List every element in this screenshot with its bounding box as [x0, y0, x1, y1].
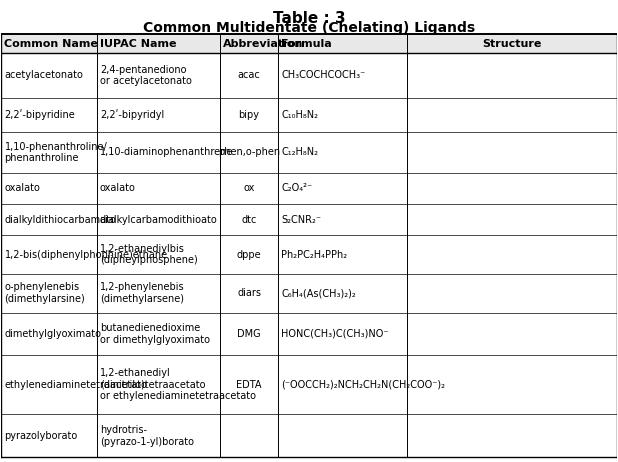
- Text: Common Multidentate (Chelating) Ligands: Common Multidentate (Chelating) Ligands: [143, 21, 475, 35]
- Text: dtc: dtc: [241, 214, 256, 225]
- Text: dimethylglyoximato: dimethylglyoximato: [4, 329, 101, 339]
- Text: 1,2-bis(diphenylphophine)ethane: 1,2-bis(diphenylphophine)ethane: [4, 249, 167, 260]
- Text: pyrazolyborato: pyrazolyborato: [4, 431, 78, 441]
- Text: 1,10-diaminophenanthrene: 1,10-diaminophenanthrene: [100, 147, 233, 158]
- Text: Table : 3: Table : 3: [273, 12, 345, 26]
- Text: Abbreviation: Abbreviation: [223, 39, 303, 49]
- Text: 2,2ʹ-bipyridine: 2,2ʹ-bipyridine: [4, 109, 75, 121]
- Text: acac: acac: [238, 70, 260, 80]
- Text: oxalato: oxalato: [4, 183, 40, 194]
- Text: phen,o-phen: phen,o-phen: [218, 147, 280, 158]
- Text: 2,2ʹ-bipyridyl: 2,2ʹ-bipyridyl: [100, 109, 164, 121]
- Text: ethylenediaminetetraacetato: ethylenediaminetetraacetato: [4, 380, 148, 390]
- Text: dialkyldithiocarbamato: dialkyldithiocarbamato: [4, 214, 116, 225]
- Text: Ph₂PC₂H₄PPh₂: Ph₂PC₂H₄PPh₂: [281, 249, 347, 260]
- Text: butanedienedioxime
or dimethylglyoximato: butanedienedioxime or dimethylglyoximato: [100, 323, 210, 345]
- Bar: [1, 35, 617, 53]
- Text: acetylacetonato: acetylacetonato: [4, 70, 83, 80]
- Text: diars: diars: [237, 288, 261, 298]
- Text: 1,2-phenylenebis
(dimethylarsene): 1,2-phenylenebis (dimethylarsene): [100, 282, 184, 304]
- Text: DMG: DMG: [237, 329, 261, 339]
- Text: C₂O₄²⁻: C₂O₄²⁻: [281, 183, 313, 194]
- Text: HONC(CH₃)C(CH₃)NO⁻: HONC(CH₃)C(CH₃)NO⁻: [281, 329, 389, 339]
- Text: 1,2-ethanediylbis
(dipheylphosphene): 1,2-ethanediylbis (dipheylphosphene): [100, 244, 198, 265]
- Text: IUPAC Name: IUPAC Name: [100, 39, 176, 49]
- Text: S₂CNR₂⁻: S₂CNR₂⁻: [281, 214, 321, 225]
- Text: Structure: Structure: [482, 39, 542, 49]
- Text: 1,2-ethanediyl
(dinitrilo)tetraacetato
or ethylenediaminetetraacetato: 1,2-ethanediyl (dinitrilo)tetraacetato o…: [100, 368, 256, 401]
- Text: (⁻OOCCH₂)₂NCH₂CH₂N(CH₂COO⁻)₂: (⁻OOCCH₂)₂NCH₂CH₂N(CH₂COO⁻)₂: [281, 380, 446, 390]
- Text: C₁₂H₈N₂: C₁₂H₈N₂: [281, 147, 318, 158]
- Text: o-phenylenebis
(dimethylarsine): o-phenylenebis (dimethylarsine): [4, 282, 85, 304]
- Text: CH₃COCHCOCH₃⁻: CH₃COCHCOCH₃⁻: [281, 70, 366, 80]
- Text: hydrotris-
(pyrazo-1-yl)borato: hydrotris- (pyrazo-1-yl)borato: [100, 425, 194, 446]
- Text: 2,4-pentanediono
or acetylacetonato: 2,4-pentanediono or acetylacetonato: [100, 65, 192, 86]
- Text: EDTA: EDTA: [236, 380, 262, 390]
- Text: C₁₀H₈N₂: C₁₀H₈N₂: [281, 110, 318, 120]
- Text: ox: ox: [243, 183, 255, 194]
- Text: 1,10-phenanthroline/
phenanthroline: 1,10-phenanthroline/ phenanthroline: [4, 142, 107, 163]
- Text: dppe: dppe: [237, 249, 261, 260]
- Text: dialkylcarbamodithioato: dialkylcarbamodithioato: [100, 214, 218, 225]
- Text: Formula: Formula: [281, 39, 332, 49]
- Text: oxalato: oxalato: [100, 183, 136, 194]
- Text: C₆H₄(As(CH₃)₂)₂: C₆H₄(As(CH₃)₂)₂: [281, 288, 356, 298]
- Text: bipy: bipy: [239, 110, 260, 120]
- Text: Common Name: Common Name: [4, 39, 98, 49]
